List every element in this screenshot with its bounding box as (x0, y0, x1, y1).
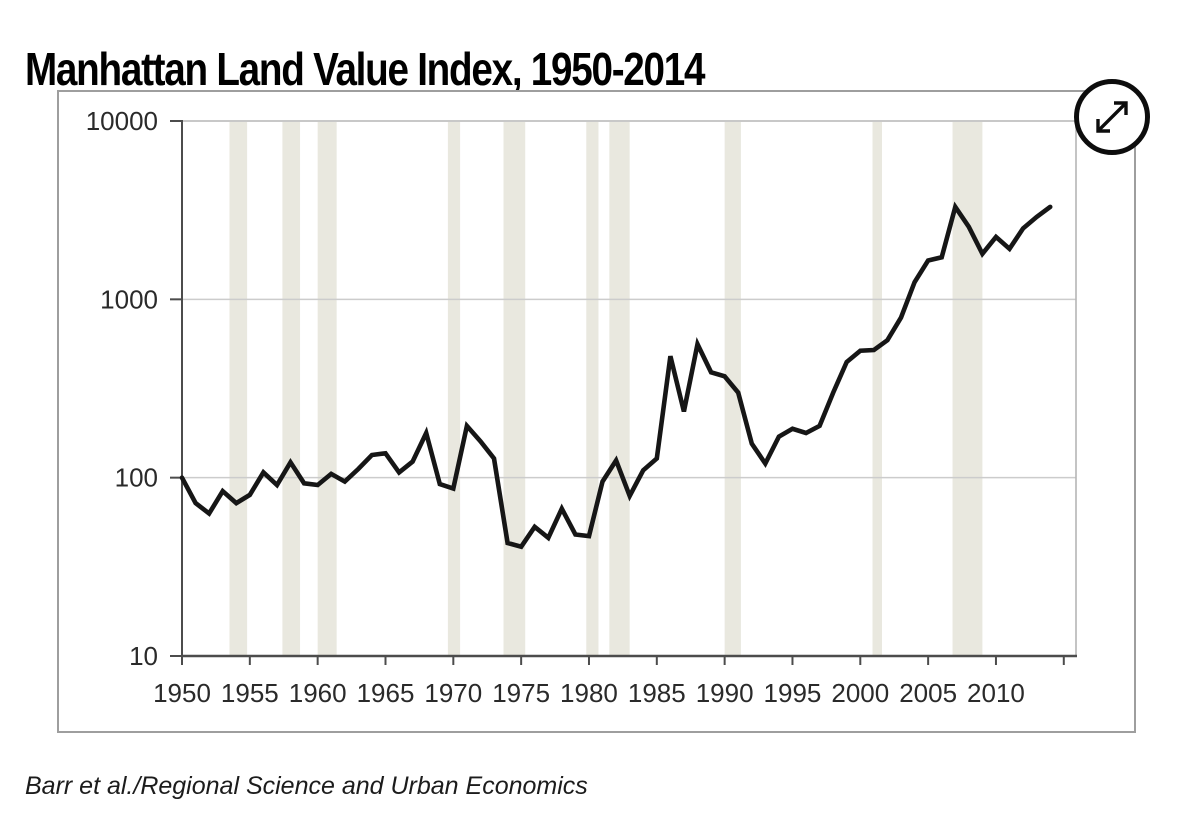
x-tick-label: 1960 (289, 678, 347, 708)
x-tick-label: 1990 (696, 678, 754, 708)
x-tick-label: 1980 (560, 678, 618, 708)
y-tick-label: 100 (115, 463, 158, 493)
recession-band (317, 122, 337, 656)
x-tick-label: 1995 (764, 678, 822, 708)
land-value-index-line (179, 201, 1053, 550)
x-tick-label: 2010 (967, 678, 1025, 708)
page-title: Manhattan Land Value Index, 1950-2014 (25, 42, 705, 95)
x-tick-label: 2000 (831, 678, 889, 708)
recession-band (282, 122, 301, 656)
x-tick-label: 1950 (153, 678, 211, 708)
x-tick-label: 1970 (424, 678, 482, 708)
y-tick-label: 1000 (100, 284, 158, 314)
recession-band (952, 122, 983, 656)
recession-band (229, 122, 248, 656)
expand-diagonal-arrows-icon (1096, 101, 1128, 133)
x-tick-label: 2005 (899, 678, 957, 708)
x-tick-label: 1955 (221, 678, 279, 708)
x-tick-label: 1965 (357, 678, 415, 708)
x-tick-label: 1985 (628, 678, 686, 708)
recession-band (447, 122, 461, 656)
recession-band (586, 122, 599, 656)
y-tick-label: 10 (129, 641, 158, 671)
recession-band (609, 122, 630, 656)
recession-band (503, 122, 526, 656)
x-tick-label: 1975 (492, 678, 550, 708)
source-attribution: Barr et al./Regional Science and Urban E… (25, 772, 588, 800)
recession-band (872, 122, 883, 656)
expand-button[interactable] (1074, 79, 1150, 155)
y-tick-label: 10000 (86, 106, 158, 136)
